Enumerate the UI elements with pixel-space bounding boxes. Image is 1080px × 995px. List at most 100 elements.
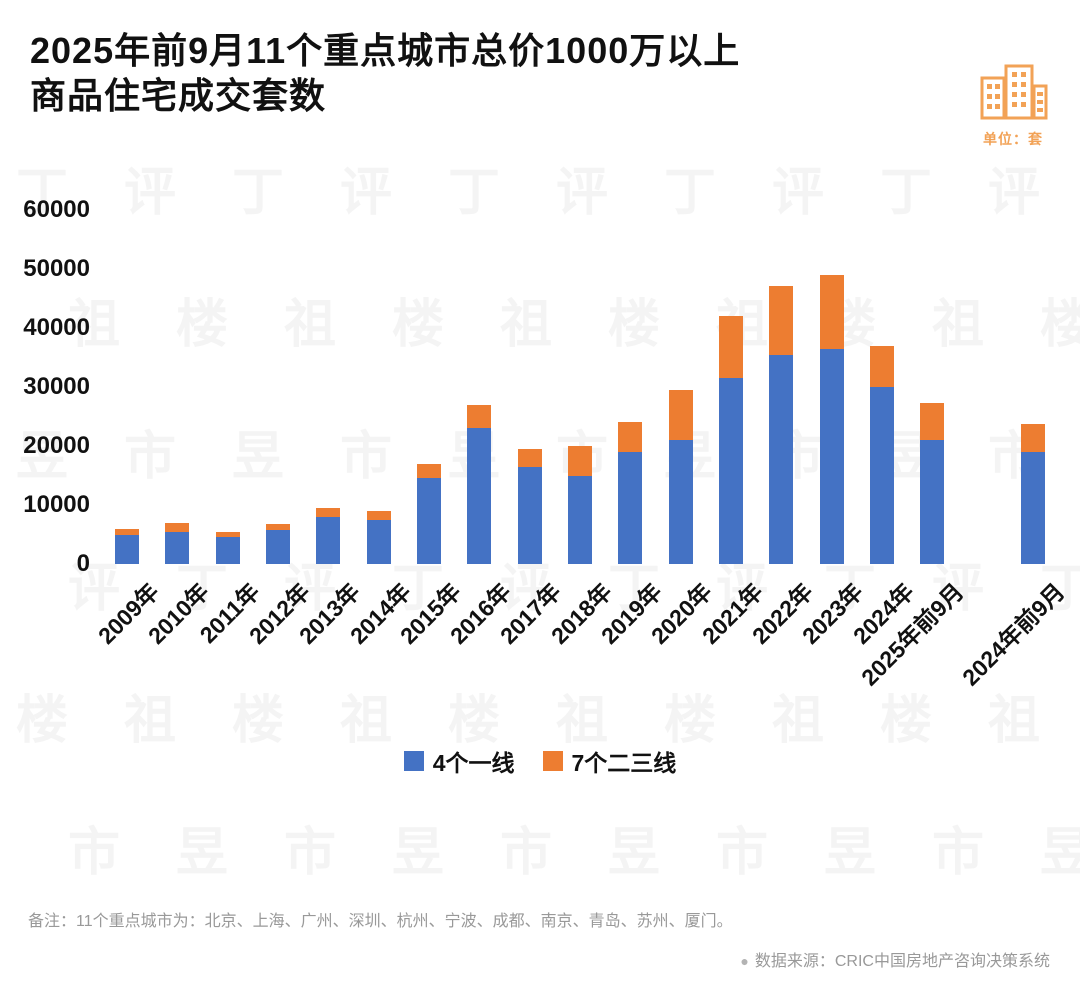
y-tick-label: 20000 xyxy=(23,432,90,459)
bar-segment-tier23 xyxy=(266,523,291,530)
bar-segment-tier1 xyxy=(417,478,442,564)
bar-segment-tier1 xyxy=(1020,451,1045,564)
watermark-character: 市 xyxy=(716,810,768,885)
x-tick-cell: 2014年 xyxy=(345,564,416,742)
x-tick-cell: 2018年 xyxy=(546,564,617,742)
bar-gap xyxy=(957,210,1007,564)
bar-group xyxy=(655,210,705,564)
stacked-bar-chart: 0 10000 20000 30000 40000 50000 60000 2009年 201… xyxy=(23,196,1069,742)
stacked-bar xyxy=(316,507,341,564)
x-tick-cell: 2010年 xyxy=(143,564,214,742)
legend-label: 4个一线 xyxy=(432,750,515,776)
bar-group xyxy=(605,210,655,564)
stacked-bar xyxy=(769,285,794,564)
bar-segment-tier1 xyxy=(517,466,542,564)
bar-segment-tier1 xyxy=(869,387,894,564)
watermark-character: 昱 xyxy=(392,810,444,885)
watermark-character: 市 xyxy=(932,810,984,885)
bar-segment-tier1 xyxy=(819,348,844,564)
y-tick-label: 60000 xyxy=(23,196,90,223)
bar-segment-tier1 xyxy=(266,529,291,564)
x-tick-cell: 2011年 xyxy=(194,564,264,742)
title-line-1: 2025年前9月11个重点城市总价1000万以上 xyxy=(30,30,741,71)
bar-segment-tier23 xyxy=(668,389,693,441)
bar-segment-tier1 xyxy=(668,440,693,564)
bar-segment-tier23 xyxy=(115,528,140,535)
watermark-character: 市 xyxy=(500,810,552,885)
unit-box: 单位：套 xyxy=(976,62,1050,149)
bar-segment-tier1 xyxy=(769,354,794,564)
y-axis: 0 10000 20000 30000 40000 50000 60000 xyxy=(23,196,102,577)
x-tick-cell: 2015年 xyxy=(395,564,466,742)
watermark-character: 市 xyxy=(68,810,120,885)
bar-segment-tier1 xyxy=(215,537,240,564)
legend-label: 7个二三线 xyxy=(571,750,677,776)
building-icon xyxy=(980,64,1048,120)
bar-segment-tier1 xyxy=(618,451,643,564)
bar-segment-tier1 xyxy=(467,428,492,564)
bar-segment-tier1 xyxy=(316,516,341,564)
bar-segment-tier1 xyxy=(920,440,945,564)
bar-segment-tier23 xyxy=(417,463,442,479)
x-tick-cell: 2021年 xyxy=(697,564,768,742)
bar-group xyxy=(857,210,907,564)
stacked-bar xyxy=(718,316,743,564)
bar-segment-tier1 xyxy=(165,531,190,564)
legend: 4个一线 7个二三线 xyxy=(0,744,1080,778)
bar-segment-tier23 xyxy=(467,404,492,429)
stacked-bar xyxy=(819,274,844,564)
data-source: ● 数据来源：CRIC中国房地产咨询决策系统 xyxy=(740,947,1050,971)
stacked-bar xyxy=(215,531,240,564)
bar-segment-tier23 xyxy=(1020,424,1045,452)
stacked-bar xyxy=(618,422,643,564)
plot-wrap: 2009年 2010年 2011年 2012年 2013年 2014年 2015年 2016年… xyxy=(93,210,1069,742)
y-tick-label: 0 xyxy=(76,550,90,577)
bar-group xyxy=(907,210,957,564)
bar-segment-tier1 xyxy=(567,475,592,564)
bar-group xyxy=(253,210,303,564)
x-tick-cell: 2024年前9月 xyxy=(957,564,1069,742)
bar-segment-tier1 xyxy=(718,378,743,564)
y-tick-label: 30000 xyxy=(23,373,90,400)
bar-segment-tier23 xyxy=(567,446,592,476)
stacked-bar xyxy=(668,389,693,564)
bar-segment-tier23 xyxy=(618,422,643,452)
bar-segment-tier23 xyxy=(819,274,844,349)
x-tick-cell: 2025年前9月 xyxy=(856,564,968,742)
bar-segment-tier23 xyxy=(769,285,794,355)
stacked-bar xyxy=(165,522,190,564)
bar-segment-tier23 xyxy=(215,531,240,538)
data-source-text: 数据来源：CRIC中国房地产咨询决策系统 xyxy=(754,953,1050,970)
watermark-character: 昱 xyxy=(824,810,876,885)
x-tick-cell: 2022年 xyxy=(747,564,818,742)
stacked-bar xyxy=(366,510,391,564)
plot-area xyxy=(102,210,1058,564)
bar-segment-tier23 xyxy=(316,507,341,517)
stacked-bar xyxy=(920,402,945,564)
stacked-bar xyxy=(1020,424,1045,564)
bar-segment-tier23 xyxy=(366,510,391,520)
page-title: 2025年前9月11个重点城市总价1000万以上 商品住宅成交套数 xyxy=(30,28,1040,118)
x-tick-cell: 2012年 xyxy=(244,564,315,742)
x-tick-cell: 2019年 xyxy=(596,564,667,742)
stacked-bar xyxy=(567,446,592,564)
bar-segment-tier1 xyxy=(115,534,140,564)
stacked-bar xyxy=(115,528,140,564)
watermark-character: 昱 xyxy=(176,810,228,885)
bar-group xyxy=(102,210,152,564)
x-tick-cell: 2013年 xyxy=(294,564,365,742)
watermark-character: 市 xyxy=(284,810,336,885)
bar-group xyxy=(203,210,253,564)
stacked-bar xyxy=(869,345,894,564)
chart-header: 2025年前9月11个重点城市总价1000万以上 商品住宅成交套数 xyxy=(0,28,1080,147)
bar-group xyxy=(303,210,353,564)
bar-group xyxy=(756,210,806,564)
legend-item: 7个二三线 xyxy=(542,744,677,778)
stacked-bar xyxy=(517,448,542,564)
x-tick-cell: 2017年 xyxy=(495,564,566,742)
bar-group xyxy=(1008,210,1058,564)
bar-group xyxy=(152,210,202,564)
bar-group xyxy=(706,210,756,564)
unit-label: 单位：套 xyxy=(983,131,1043,147)
